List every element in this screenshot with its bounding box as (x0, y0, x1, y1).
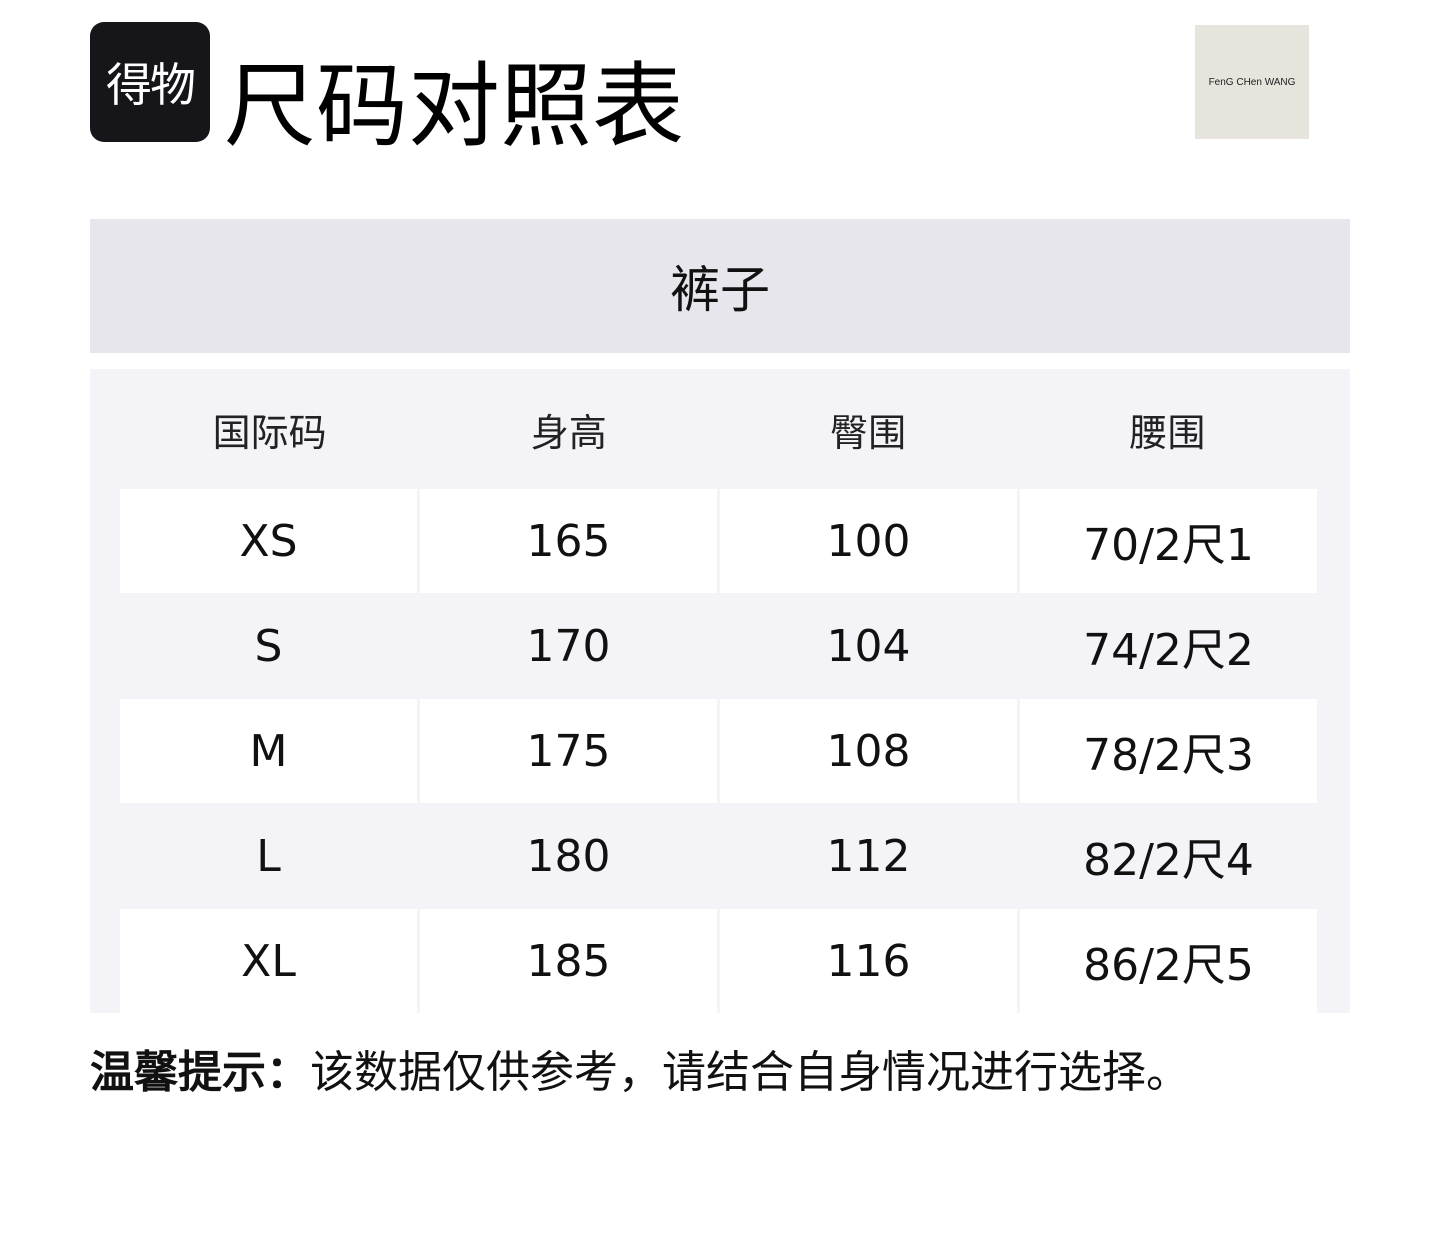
table-row: L 180 112 82/2尺4 (120, 804, 1317, 908)
table-cell: M (120, 699, 417, 803)
brand-logo-text: FenG CHen WANG (1208, 76, 1296, 88)
tip-text: 该数据仅供参考，请结合自身情况进行选择。 (310, 1047, 1190, 1098)
table-cell: 185 (420, 909, 717, 1013)
brand-logo: FenG CHen WANG (1195, 25, 1309, 139)
tip: 温馨提示：该数据仅供参考，请结合自身情况进行选择。 (90, 1036, 1190, 1100)
table-cell: 165 (420, 489, 717, 593)
table-row: M 175 108 78/2尺3 (120, 699, 1317, 803)
table-cell: 116 (720, 909, 1017, 1013)
table-cell: L (256, 830, 281, 882)
dewu-logo: 得物 (90, 22, 210, 142)
header-size: 国际码 (212, 410, 327, 455)
table-cell: XS (120, 489, 417, 593)
table-cell: 112 (826, 830, 911, 882)
page-title: 尺码对照表 (224, 53, 685, 160)
table-cell: 70/2尺1 (1020, 489, 1317, 593)
table-cell: S (254, 620, 283, 672)
table-cell: 180 (526, 830, 611, 882)
table-cell: 82/2尺4 (1083, 835, 1254, 886)
table-cell: 100 (720, 489, 1017, 593)
size-table: 国际码 身高 臀围 腰围 XS 165 100 70/2尺1 S 170 104 74/2尺2… (90, 369, 1350, 1013)
table-row: XS 165 100 70/2尺1 (120, 489, 1317, 593)
table-cell: XL (120, 909, 417, 1013)
header-height: 身高 (530, 410, 607, 455)
table-header: 国际码 身高 臀围 腰围 (120, 369, 1317, 489)
table-cell: 86/2尺5 (1020, 909, 1317, 1013)
logo-text: 得物 (106, 58, 196, 112)
table-cell: 108 (720, 699, 1017, 803)
table-cell: 74/2尺2 (1083, 625, 1254, 676)
table-row: XL 185 116 86/2尺5 (120, 909, 1317, 1013)
table-cell: 175 (420, 699, 717, 803)
header-hip: 臀围 (830, 410, 907, 455)
table-cell: 104 (826, 620, 911, 672)
table-cell: 78/2尺3 (1020, 699, 1317, 803)
table-row: S 170 104 74/2尺2 (120, 594, 1317, 698)
tip-label: 温馨提示： (90, 1047, 310, 1098)
table-cell: 170 (526, 620, 611, 672)
header-waist: 腰围 (1129, 410, 1206, 455)
category-header: 裤子 (90, 219, 1350, 353)
